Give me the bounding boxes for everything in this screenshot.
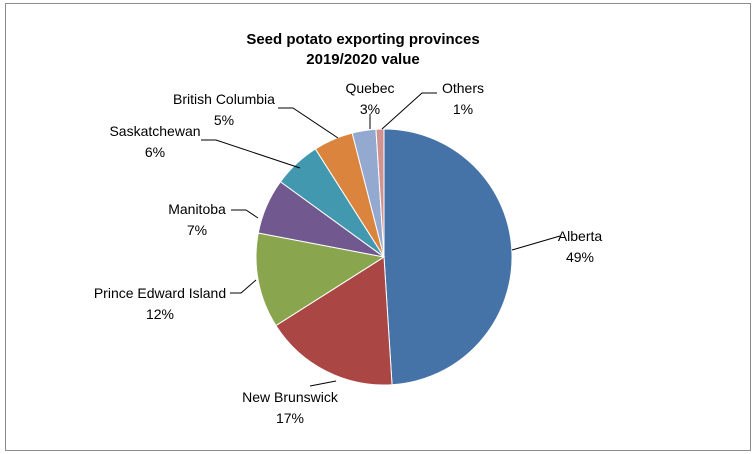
pie-slices: [255, 128, 513, 386]
pie-slice-prince-edward-island: [255, 232, 386, 327]
leader-lines: [201, 92, 561, 387]
slice-label-saskatchewan: Saskatchewan: [109, 123, 200, 139]
slice-percent-quebec: 3%: [360, 101, 380, 117]
chart-title-line-2: 2019/2020 value: [306, 51, 419, 68]
slice-percent-others: 1%: [453, 101, 473, 117]
slice-percent-new-brunswick: 17%: [276, 410, 304, 426]
slice-label-quebec: Quebec: [345, 80, 394, 96]
slice-percent-prince-edward-island: 12%: [146, 306, 174, 322]
slice-label-manitoba: Manitoba: [168, 201, 226, 217]
leader-line-british-columbia: [278, 107, 339, 139]
slice-percent-british-columbia: 5%: [214, 112, 234, 128]
pie-slice-others: [375, 128, 385, 258]
leader-line-prince-edward-island: [230, 279, 257, 294]
slice-label-new-brunswick: New Brunswick: [242, 389, 339, 405]
slice-percent-saskatchewan: 6%: [145, 144, 165, 160]
leader-line-others: [381, 92, 437, 130]
slice-label-british-columbia: British Columbia: [173, 91, 275, 107]
pie-slice-alberta: [383, 128, 513, 386]
chart-title-line-1: Seed potato exporting provinces: [246, 31, 479, 48]
leader-line-saskatchewan: [201, 139, 301, 169]
slice-percent-manitoba: 7%: [187, 222, 207, 238]
slice-label-prince-edward-island: Prince Edward Island: [94, 285, 226, 301]
leader-line-manitoba: [231, 209, 259, 219]
leader-line-alberta: [511, 235, 561, 251]
pie-slice-new-brunswick: [275, 256, 393, 386]
slice-label-alberta: Alberta: [558, 228, 603, 244]
leader-line-new-brunswick: [309, 380, 337, 387]
slice-labels: Alberta 49% New Brunswick 17% Prince Edward …: [94, 80, 603, 426]
slice-percent-alberta: 49%: [566, 249, 594, 265]
slice-label-others: Others: [442, 80, 484, 96]
